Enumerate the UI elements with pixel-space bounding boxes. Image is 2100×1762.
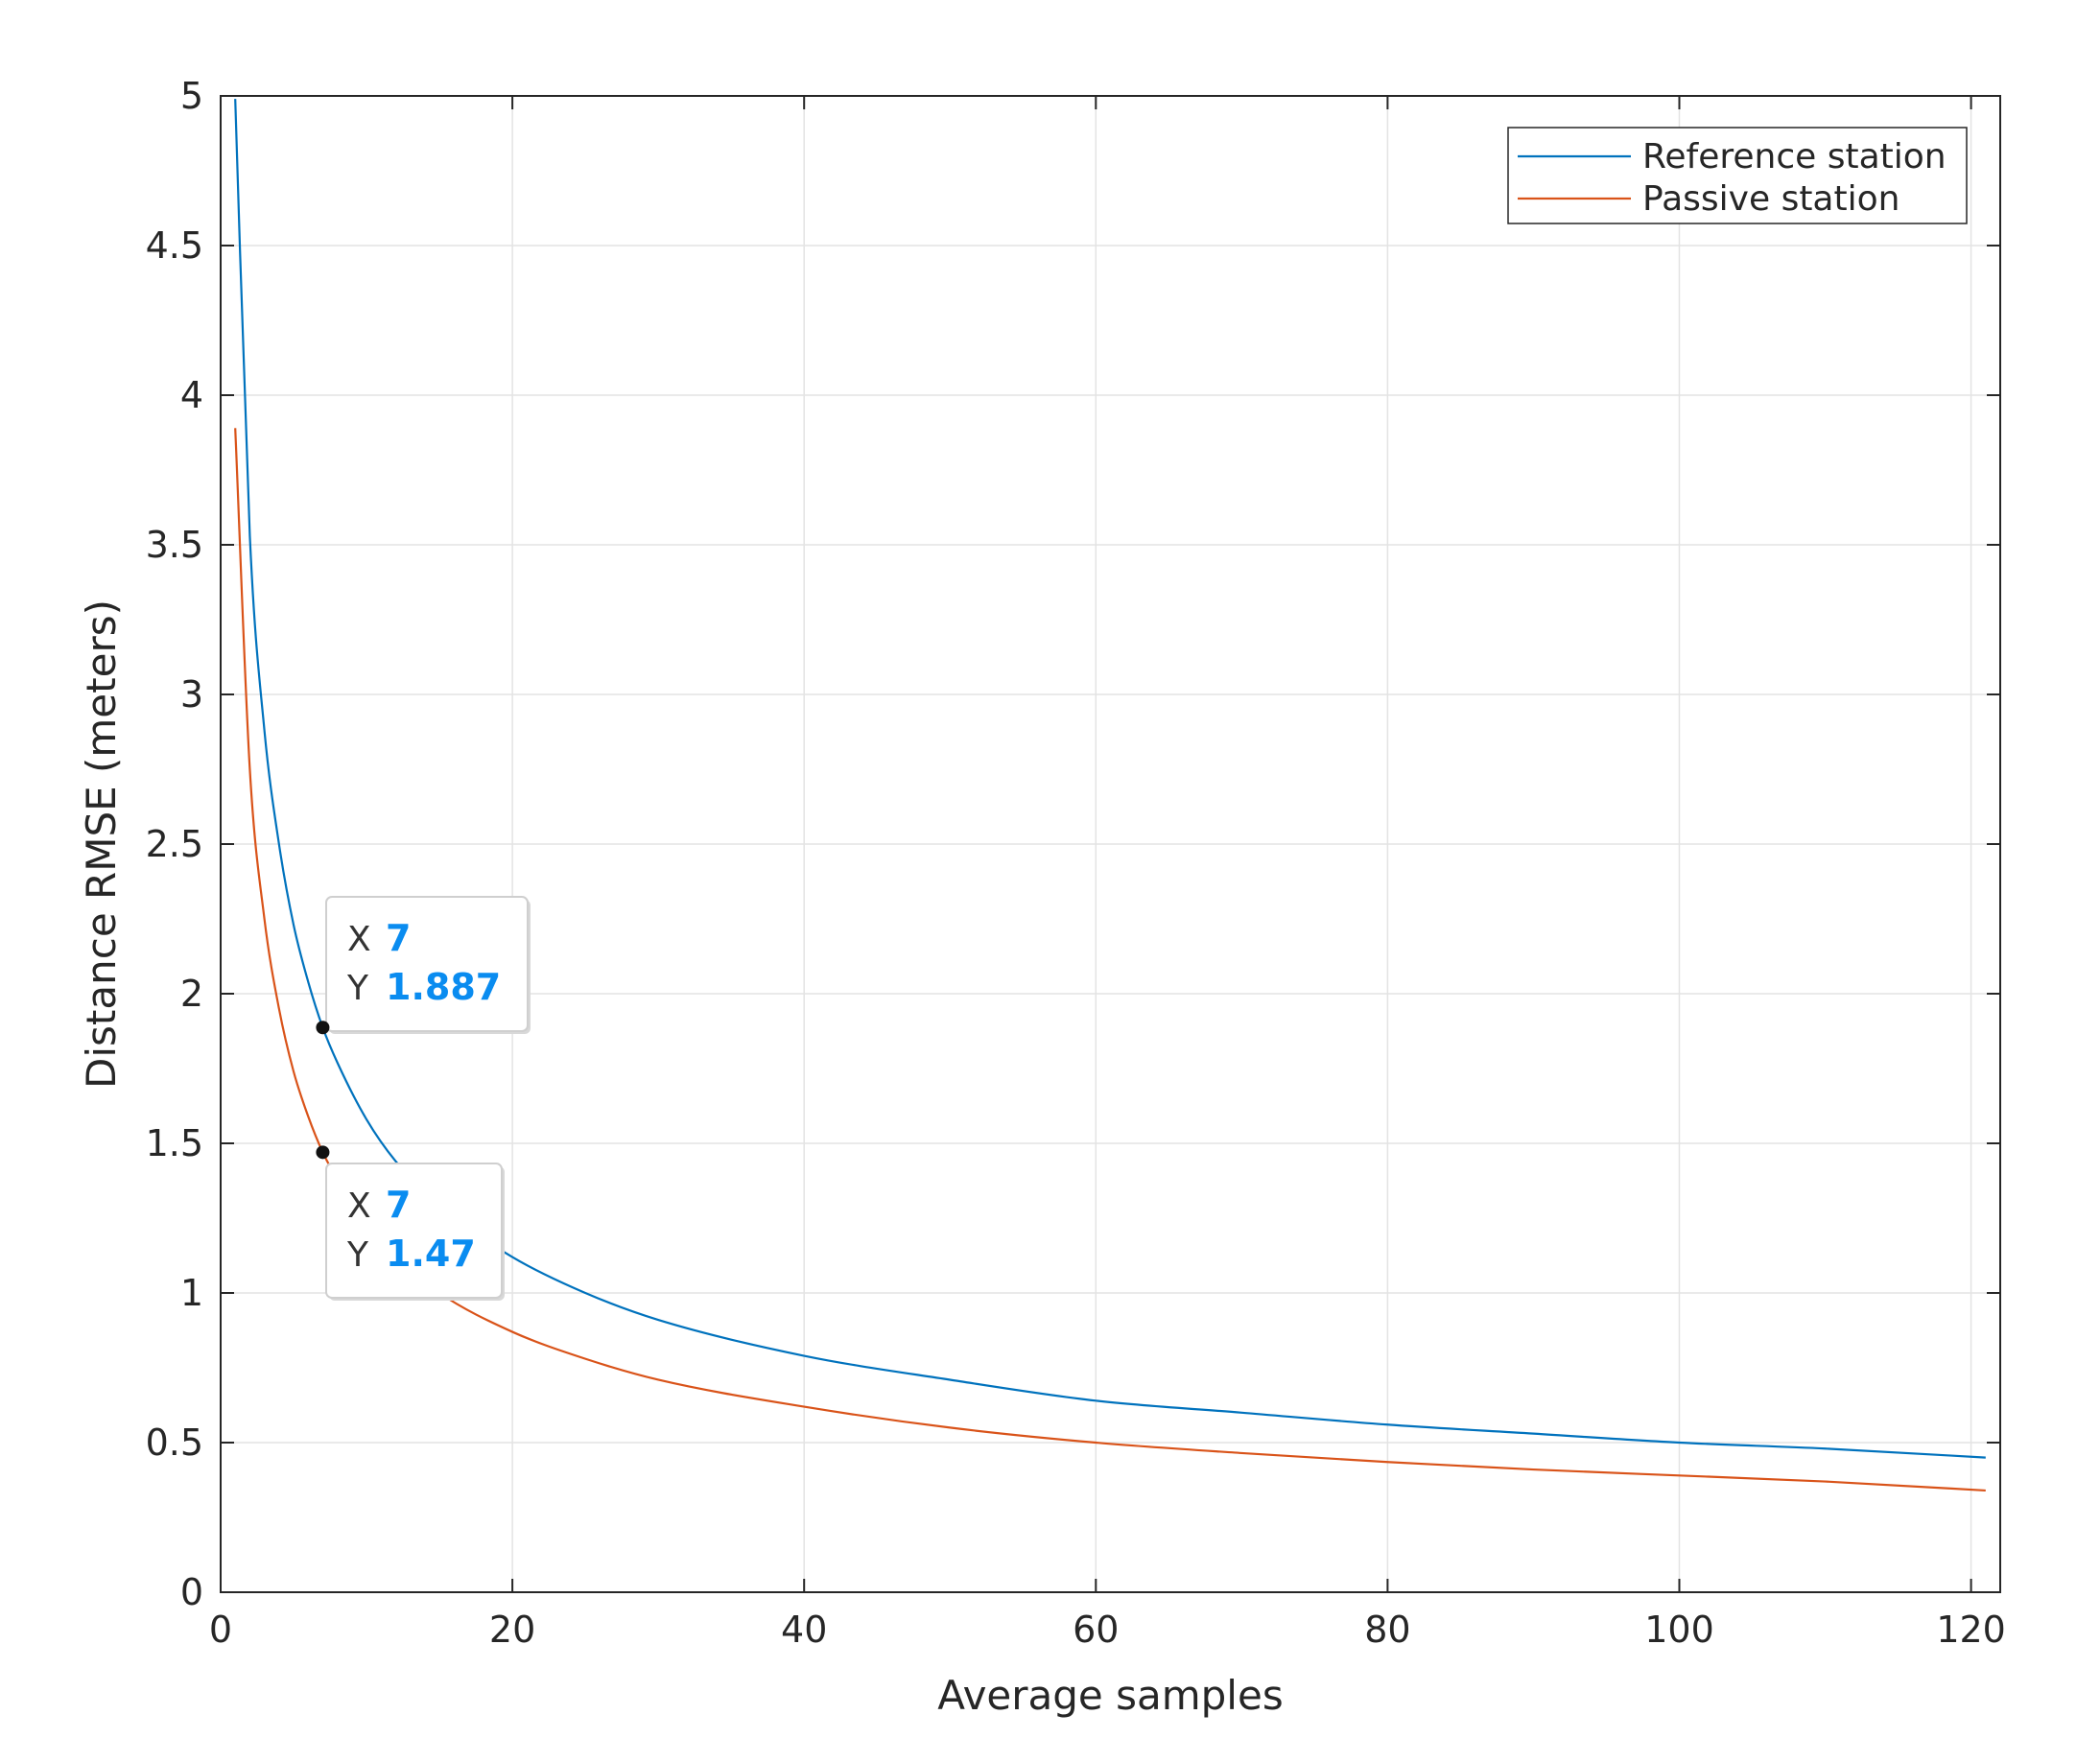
datatip-x-value: 7: [386, 917, 411, 959]
x-tick-label: 100: [1644, 1609, 1714, 1651]
axis-ticks: 0 20 40 60 80 100 120 0 0.5 1 1.5 2 2.5 3 3.5 4 4.5 5: [146, 75, 2006, 1651]
datatip-x-key: X: [347, 1186, 371, 1226]
y-tick-label: 1: [180, 1272, 203, 1314]
x-tick-label: 80: [1364, 1609, 1410, 1651]
series-lines: [234, 99, 1986, 1492]
y-tick-label: 0.5: [146, 1421, 203, 1464]
x-tick-label: 40: [781, 1609, 827, 1651]
x-tick-label: 120: [1936, 1609, 2006, 1651]
datatip-box: [325, 1163, 503, 1299]
datatip-y-value: 1.47: [386, 1233, 476, 1275]
x-tick-label: 60: [1073, 1609, 1119, 1651]
datatip-box: [325, 896, 529, 1032]
series-line-passive-station: [234, 428, 1986, 1492]
datatip: X 7Y 1.47: [316, 1145, 505, 1301]
y-tick-label: 1.5: [146, 1122, 203, 1164]
y-tick-label: 3.5: [146, 524, 203, 566]
y-tick-label: 3: [180, 673, 203, 716]
datatip-y-value: 1.887: [386, 966, 501, 1008]
datatip-x-value: 7: [386, 1184, 411, 1226]
y-tick-label: 4: [180, 374, 203, 416]
x-tick-label: 20: [489, 1609, 535, 1651]
y-axis-label: Distance RMSE (meters): [78, 599, 125, 1089]
grid: [220, 95, 2000, 1593]
y-tick-label: 2.5: [146, 823, 203, 865]
y-tick-label: 2: [180, 973, 203, 1015]
datatip-marker: [316, 1021, 330, 1035]
y-tick-label: 0: [180, 1571, 203, 1613]
y-tick-label: 4.5: [146, 224, 203, 267]
datatip: X 7Y 1.887: [316, 896, 531, 1035]
legend-entry-label: Reference station: [1642, 137, 1947, 176]
legend-box: [1507, 127, 1968, 224]
datatip-y-key: Y: [346, 1235, 369, 1275]
y-tick-label: 5: [180, 75, 203, 117]
datatip-marker: [316, 1145, 330, 1160]
legend-entry-label: Passive station: [1642, 179, 1899, 219]
x-axis-label: Average samples: [937, 1672, 1283, 1719]
datatip-x-key: X: [347, 920, 371, 959]
series-line-reference-station: [234, 99, 1986, 1459]
x-tick-label: 0: [209, 1609, 232, 1651]
datatip-y-key: Y: [346, 969, 369, 1008]
